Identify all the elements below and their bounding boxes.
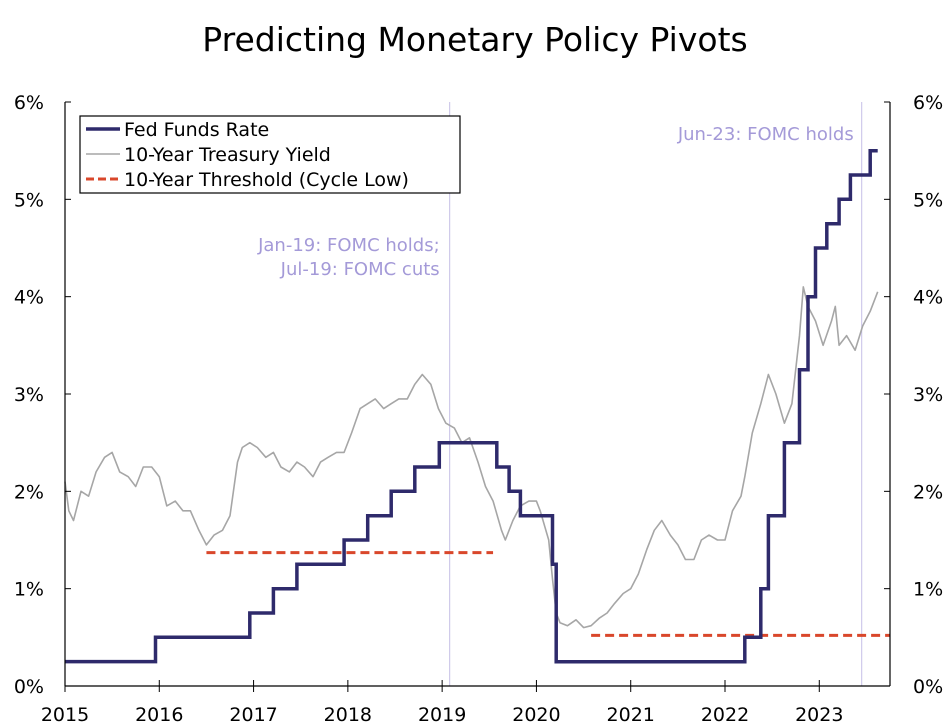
- annotation-1-line-2: Jul-19: FOMC cuts: [280, 259, 440, 280]
- y-tick-label-left: 4%: [14, 287, 44, 309]
- x-tick-label: 2021: [607, 704, 655, 726]
- x-tick-label: 2020: [512, 704, 560, 726]
- y-tick-label-right: 6%: [913, 92, 943, 114]
- y-tick-label-right: 1%: [913, 579, 943, 601]
- y-tick-label-left: 0%: [14, 676, 44, 698]
- y-tick-label-right: 3%: [913, 384, 943, 406]
- series-fed-funds-rate: [65, 148, 878, 664]
- y-tick-label-left: 5%: [14, 189, 44, 211]
- x-tick-label: 2018: [324, 704, 372, 726]
- legend-box: [79, 115, 461, 194]
- chart-title: Predicting Monetary Policy Pivots: [202, 20, 748, 59]
- x-tick-label: 2016: [135, 704, 183, 726]
- annotation-2-line-1: Jun-23: FOMC holds: [677, 124, 854, 145]
- x-tick-label: 2017: [229, 704, 277, 726]
- legend-label-1: Fed Funds Rate: [124, 119, 269, 141]
- legend-label-2: 10-Year Treasury Yield: [124, 144, 331, 166]
- y-tick-label-left: 6%: [14, 92, 44, 114]
- x-tick-label: 2019: [418, 704, 466, 726]
- x-tick-label: 2023: [795, 704, 843, 726]
- y-tick-label-left: 1%: [14, 579, 44, 601]
- annotation-1-line-1: Jan-19: FOMC holds;: [257, 235, 440, 256]
- y-tick-label-right: 4%: [913, 287, 943, 309]
- y-tick-label-left: 3%: [14, 384, 44, 406]
- x-tick-label: 2015: [41, 704, 89, 726]
- x-tick-label: 2022: [701, 704, 749, 726]
- y-tick-label-right: 5%: [913, 189, 943, 211]
- y-tick-label-left: 2%: [14, 481, 44, 503]
- legend-label-3: 10-Year Threshold (Cycle Low): [124, 169, 409, 191]
- y-tick-label-right: 2%: [913, 481, 943, 503]
- series-10-year-treasury-yield: [64, 286, 879, 629]
- y-tick-label-right: 0%: [913, 676, 943, 698]
